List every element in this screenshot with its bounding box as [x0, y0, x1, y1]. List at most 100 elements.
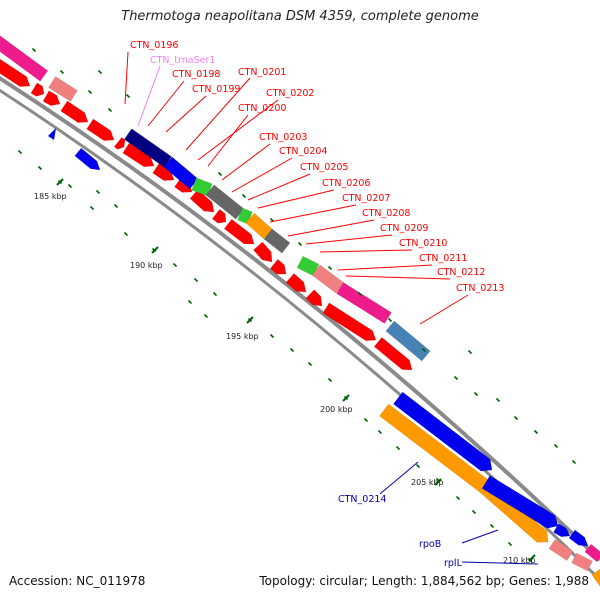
tick-mark-10 [172, 262, 178, 268]
tick-mark-14 [269, 333, 275, 339]
leader-line-13 [305, 234, 393, 245]
tick-mark-22 [415, 463, 421, 469]
topology-text: Topology: circular; Length: 1,884,562 bp… [259, 574, 589, 588]
gene-label-ctn-0211: CTN_0211 [419, 253, 467, 264]
gene-block-red-1 [30, 82, 45, 97]
tick-mark-25 [471, 509, 477, 515]
gene-block-red-17 [373, 337, 413, 371]
gene-block-salmon-2 [311, 264, 345, 294]
tick-mark-12 [212, 291, 218, 297]
gene-block-pink-3 [584, 543, 600, 563]
gene-block-red-6 [122, 142, 155, 167]
tick-mark-6 [37, 165, 43, 171]
gene-block-blue-tiny [48, 128, 56, 140]
tick-mark-1 [59, 69, 65, 75]
tick-mark-42 [513, 415, 519, 421]
tick-mark-2 [87, 89, 93, 95]
gene-block-blue-4 [568, 529, 589, 547]
tick-mark-0 [31, 47, 37, 53]
gene-label-ctn-0199: CTN_0199 [192, 84, 240, 95]
tick-mark-32 [241, 193, 247, 199]
tick-mark-11 [193, 277, 199, 283]
gene-label-ctn-0209: CTN_0209 [380, 223, 428, 234]
gene-block-navy [123, 128, 173, 168]
tick-mark-4 [17, 149, 23, 155]
gene-label-ctn-0207: CTN_0207 [342, 193, 390, 204]
major-tick-5 [528, 554, 536, 562]
gene-label-ctn-0196: CTN_0196 [130, 40, 178, 51]
gene-label-rpob: rpoB [419, 539, 441, 550]
gene-label-ctn-0204: CTN_0204 [279, 146, 327, 157]
gene-block-red-13 [269, 259, 287, 275]
tick-mark-21 [395, 445, 401, 451]
tick-mark-51 [467, 349, 473, 355]
kbp-label-190: 190 kbp [130, 261, 163, 270]
gene-block-red-0 [0, 58, 31, 87]
leader-line-17 [419, 294, 469, 325]
leader-line-12 [287, 219, 375, 237]
tick-mark-24 [455, 495, 461, 501]
gene-block-red-11 [223, 218, 255, 245]
major-tick-4 [434, 478, 442, 486]
leader-line-5 [197, 99, 279, 161]
gene-label-ctn-0202: CTN_0202 [266, 88, 314, 99]
tick-mark-40 [473, 391, 479, 397]
major-tick-2 [246, 316, 254, 324]
leader-line-16 [345, 275, 451, 280]
gene-block-blue-3 [553, 523, 571, 537]
leader-line-11 [269, 204, 357, 223]
kbp-label-210: 210 kbp [503, 556, 536, 565]
gene-block-salmon-3 [548, 539, 574, 561]
gene-block-gray-2 [263, 228, 291, 254]
gene-label-ctn-0213: CTN_0213 [456, 283, 504, 294]
tick-mark-48 [123, 231, 129, 237]
tick-mark-30 [125, 93, 131, 99]
gene-block-blue-ctn0214 [393, 391, 493, 472]
gene-block-red-2 [42, 90, 61, 106]
tick-mark-50 [203, 313, 209, 319]
gene-block-salmon-1 [48, 76, 78, 102]
tick-mark-8 [113, 203, 119, 209]
tick-mark-45 [571, 459, 577, 465]
gene-block-red-4 [86, 118, 115, 141]
leader-line-1 [137, 65, 161, 127]
gene-block-red-16 [322, 302, 377, 341]
tick-mark-43 [533, 429, 539, 435]
leader-line-10 [257, 189, 335, 209]
leader-line-14 [319, 249, 413, 253]
gene-label-rpll: rplL [444, 558, 463, 569]
leader-line-3 [165, 95, 207, 133]
leader-line-7 [221, 143, 271, 181]
gene-block-steel [385, 320, 431, 362]
tick-mark-47 [67, 183, 73, 189]
tick-mark-20 [363, 417, 369, 423]
tick-mark-37 [387, 317, 393, 323]
leader-line-6 [207, 114, 249, 167]
kbp-label-205: 205 kbp [411, 478, 444, 487]
major-tick-3 [342, 394, 350, 402]
leader-line-18 [379, 461, 419, 495]
tick-mark-17 [327, 377, 333, 383]
gene-block-blue-2 [481, 475, 559, 529]
gene-block-red-14 [285, 273, 307, 293]
gene-block-green-1 [191, 177, 213, 197]
major-tick-0 [56, 178, 64, 186]
kbp-label-195: 195 kbp [226, 332, 259, 341]
gene-block-red-5 [113, 137, 126, 150]
leader-line-19 [461, 529, 499, 544]
leader-line-9 [247, 173, 311, 201]
tick-mark-39 [453, 375, 459, 381]
major-tick-1 [151, 246, 159, 254]
gene-label-ctn-0208: CTN_0208 [362, 208, 410, 219]
tick-mark-29 [97, 69, 103, 75]
gene-block-orange-1 [245, 212, 273, 240]
tick-mark-27 [507, 541, 513, 547]
gene-block-red-12 [253, 241, 273, 263]
tick-mark-19 [377, 429, 383, 435]
leader-line-15 [337, 264, 433, 271]
gene-label-ctn-0214: CTN_0214 [338, 494, 386, 505]
tick-mark-35 [327, 265, 333, 271]
tick-mark-16 [307, 361, 313, 367]
gene-label-ctn-0210: CTN_0210 [399, 238, 447, 249]
